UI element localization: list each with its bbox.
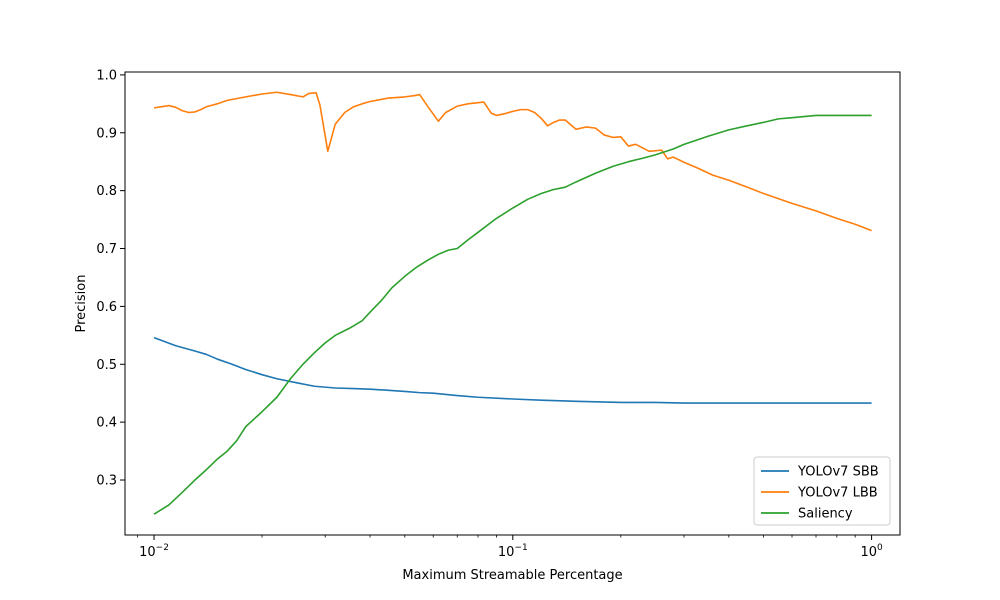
y-tick-label-6: 0.9 — [96, 126, 117, 141]
series-line-2 — [153, 114, 872, 515]
y-tick-label-7: 1.0 — [96, 68, 117, 83]
y-axis-ticks: 0.3 0.4 0.5 0.6 0.7 0.8 0.9 1.0 — [96, 68, 125, 489]
series-line-1 — [153, 91, 872, 232]
y-tick-label-3: 0.6 — [96, 300, 117, 315]
y-tick-label-0: 0.3 — [96, 474, 117, 489]
y-tick-label-2: 0.5 — [96, 358, 117, 373]
x-tick-label-0: 10−2 — [139, 543, 169, 560]
plot-lines — [153, 91, 872, 515]
series-line-0 — [153, 336, 872, 404]
legend-label-2: Saliency — [798, 507, 853, 522]
legend-box — [753, 456, 891, 526]
legend-label-0: YOLOv7 SBB — [797, 465, 879, 480]
y-axis-label: Precision — [74, 274, 89, 332]
x-tick-label-2: 100 — [860, 543, 883, 560]
x-axis-label: Maximum Streamable Percentage — [402, 568, 622, 583]
x-tick-label-1: 10−1 — [498, 543, 528, 560]
x-axis-ticks: 10−2 10−1 100 — [137, 535, 883, 560]
y-tick-label-1: 0.4 — [96, 416, 117, 431]
y-tick-label-4: 0.7 — [96, 242, 117, 257]
y-tick-label-5: 0.8 — [96, 184, 117, 199]
legend-label-1: YOLOv7 LBB — [797, 486, 878, 501]
legend: YOLOv7 SBB YOLOv7 LBB Saliency — [753, 456, 891, 526]
